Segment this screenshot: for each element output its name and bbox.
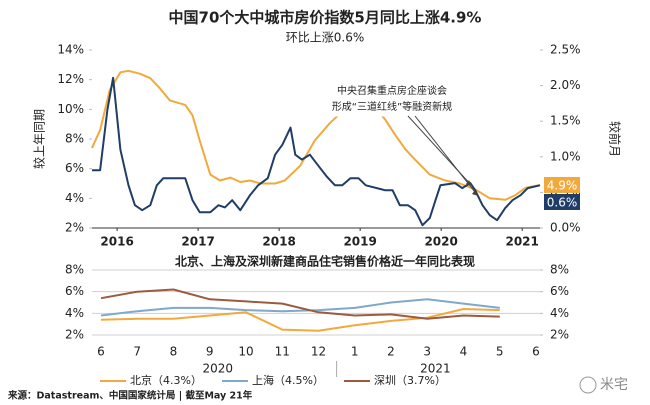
y2-tick-label: 2% [550, 328, 569, 342]
x-group-label: 2021 [420, 362, 451, 376]
y-tick-label: 4% [65, 191, 84, 205]
x-tick-label: 12 [311, 345, 326, 359]
y2-tick-label: 2.5% [550, 43, 581, 57]
series-line [91, 69, 541, 201]
x-tick-label: 2 [387, 345, 395, 359]
end-label: 4.9% [547, 178, 578, 192]
x-tick-label: 6 [532, 345, 540, 359]
x-tick-label: 3 [423, 345, 431, 359]
x-tick-label: 2016 [100, 235, 133, 249]
legend-label: 上海（4.5%） [252, 373, 324, 387]
y2-tick-label: 1.0% [550, 149, 581, 163]
y2-tick-label: 8% [550, 263, 569, 277]
legend-label: 北京（4.3%） [130, 373, 202, 387]
y-tick-label: 4% [65, 306, 84, 320]
x-tick-label: 2020 [424, 235, 457, 249]
x-tick-label: 8 [170, 345, 178, 359]
x-group-label: 2020 [202, 362, 233, 376]
y-tick-label: 10% [57, 102, 84, 116]
x-tick-label: 9 [206, 345, 214, 359]
watermark: 米宅 [600, 377, 628, 393]
x-tick-label: 2018 [262, 235, 295, 249]
chart-title: 北京、上海及深圳新建商品住宅销售价格近一年同比表现 [175, 254, 475, 269]
y-tick-label: 6% [65, 284, 84, 298]
series-line [100, 288, 500, 320]
y-tick-label: 2% [65, 221, 84, 235]
y-tick-label: 6% [65, 161, 84, 175]
x-tick-label: 2021 [505, 235, 538, 249]
y2-axis-label: 较前月 [608, 121, 623, 157]
y-axis-label: 较上年同期 [32, 109, 47, 169]
y2-tick-label: 0.0% [550, 221, 581, 235]
y-tick-label: 14% [57, 43, 84, 57]
x-tick-label: 4 [460, 345, 468, 359]
series-line [100, 308, 500, 332]
source-note: 来源：Datastream、中国国家统计局 | 截至May 21年 [7, 390, 253, 402]
y2-tick-label: 6% [550, 284, 569, 298]
x-tick-label: 11 [275, 345, 290, 359]
y2-tick-label: 4% [550, 306, 569, 320]
x-tick-label: 2017 [181, 235, 214, 249]
y-tick-label: 12% [57, 72, 84, 86]
end-label-box [544, 193, 580, 210]
chart-title: 中国70个大中城市房价指数5月同比上涨4.9% [169, 9, 482, 27]
series-line [100, 298, 500, 317]
y-tick-label: 2% [65, 328, 84, 342]
x-tick-label: 1 [351, 345, 359, 359]
arrow-head [466, 180, 472, 186]
annotation: 形成“三道红线”等融资新规 [332, 100, 452, 113]
annotation: 中央召集重点房企座谈会 [337, 84, 447, 97]
legend-label: 深圳（3.7%） [374, 374, 446, 387]
y-tick-label: 8% [65, 263, 84, 277]
series-line [92, 76, 541, 227]
y-tick-label: 8% [65, 132, 84, 146]
arrow-head [472, 190, 478, 196]
end-label: 0.6% [547, 195, 578, 209]
annotation-box [332, 81, 452, 117]
x-tick-label: 6 [97, 345, 105, 359]
x-tick-label: 2019 [343, 235, 376, 249]
y2-tick-label: 2.0% [550, 78, 581, 92]
watermark-icon [579, 376, 597, 394]
x-tick-label: 10 [238, 345, 253, 359]
x-tick-label: 7 [133, 345, 141, 359]
end-label-box [544, 176, 580, 193]
chart-subtitle: 环比上涨0.6% [286, 30, 365, 45]
y2-tick-label: 1.5% [550, 114, 581, 128]
x-tick-label: 5 [496, 345, 504, 359]
